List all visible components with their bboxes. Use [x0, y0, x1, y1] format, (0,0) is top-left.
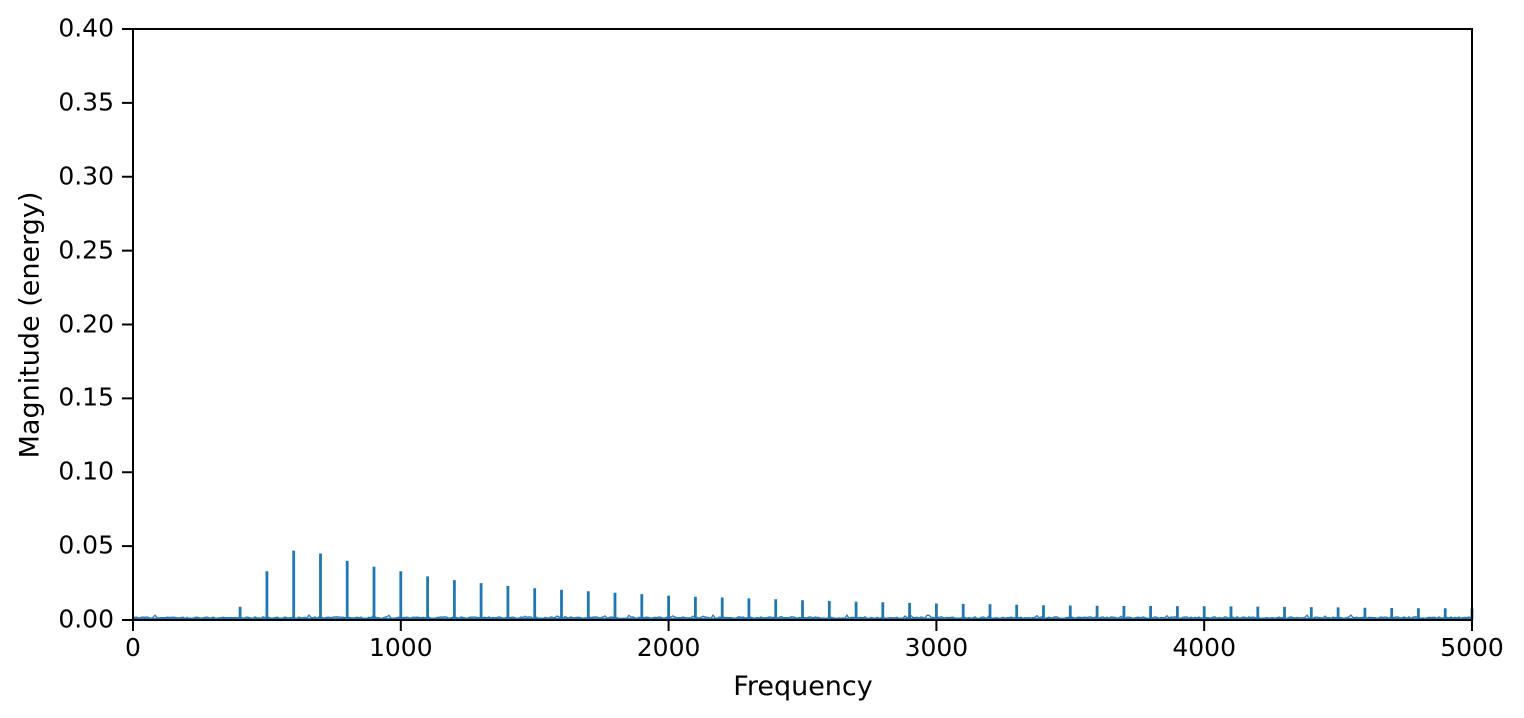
y-tick-label: 0.40	[58, 13, 114, 43]
x-tick-label: 4000	[1172, 633, 1236, 662]
y-tick-label: 0.05	[58, 530, 114, 560]
y-tick-label: 0.20	[58, 309, 114, 339]
x-tick-label: 1000	[368, 633, 433, 662]
x-tick-label: 0	[125, 633, 141, 662]
y-axis-label: Magnitude (energy)	[14, 191, 46, 459]
y-tick-label: 0.25	[58, 235, 114, 265]
y-tick-label: 0.30	[58, 161, 114, 191]
axes-spines	[132, 28, 1473, 621]
y-tick-label: 0.15	[58, 383, 114, 413]
x-tick-label: 5000	[1440, 633, 1504, 662]
y-tick-label: 0.10	[58, 456, 114, 486]
x-axis-label: Frequency	[733, 671, 873, 702]
y-tick-label: 0.35	[58, 87, 114, 117]
y-tick-label: 0.00	[58, 604, 114, 634]
x-tick-label: 2000	[636, 633, 701, 662]
spectrum-series	[211, 550, 1474, 620]
x-tick-label: 3000	[904, 633, 969, 662]
